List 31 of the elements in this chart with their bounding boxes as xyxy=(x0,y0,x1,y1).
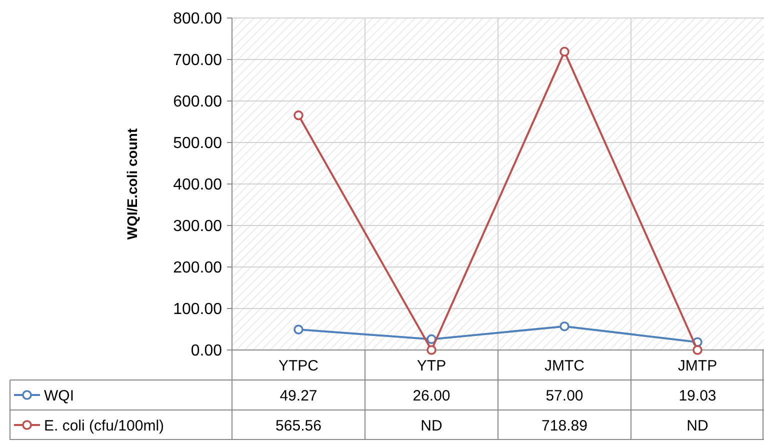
point xyxy=(294,110,304,120)
data-label: 718.89 xyxy=(542,417,588,434)
data-label: 26.00 xyxy=(412,387,450,404)
data-label: 57.00 xyxy=(546,387,584,404)
y-tick-label: 200.00 xyxy=(173,260,222,277)
legend-label: E. coli (cfu/100ml) xyxy=(44,417,164,434)
data-label: ND xyxy=(686,417,708,434)
legend-label: WQI xyxy=(44,387,74,404)
y-tick-label: 0.00 xyxy=(190,342,222,360)
y-tick-label: 400.00 xyxy=(173,176,222,194)
y-tick-label: 800.00 xyxy=(173,10,222,28)
x-tick-label: JMTC xyxy=(544,357,585,374)
point xyxy=(692,345,702,355)
point xyxy=(426,334,436,344)
x-tick-label: YTP xyxy=(416,357,446,374)
x-tick-label: JMTP xyxy=(678,357,718,374)
y-axis-title: WQI/E.coli count xyxy=(124,128,140,240)
y-tick-label: 100.00 xyxy=(173,301,222,318)
data-label: 565.56 xyxy=(276,417,322,434)
point xyxy=(560,46,570,57)
x-tick-label: YTPC xyxy=(278,357,319,374)
y-tick-label: 300.00 xyxy=(173,218,222,236)
data-label: 19.03 xyxy=(678,387,716,404)
data-label: ND xyxy=(420,417,442,434)
y-tick-label: 700.00 xyxy=(173,52,222,70)
y-tick-label: 600.00 xyxy=(173,94,222,111)
data-label: 49.27 xyxy=(280,387,318,404)
point xyxy=(294,324,304,334)
y-tick-label: 500.00 xyxy=(173,135,222,152)
point xyxy=(560,321,570,332)
point xyxy=(426,345,436,355)
